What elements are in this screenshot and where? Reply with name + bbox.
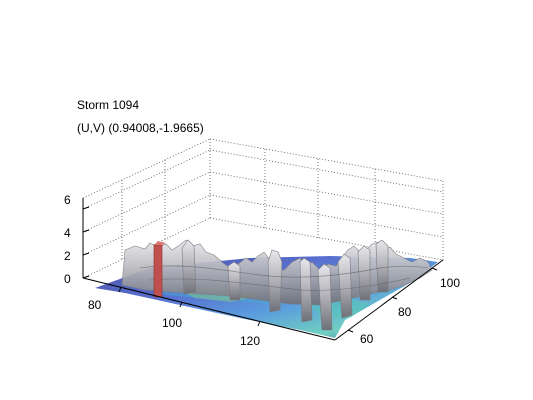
x-tick-label: 80: [88, 298, 102, 312]
grid-lines: [82, 138, 444, 279]
y-tick-label: 60: [360, 332, 374, 346]
x-tick-label: 100: [162, 316, 182, 330]
storm-marker: [153, 241, 166, 298]
z-tick-label: 2: [64, 249, 71, 263]
y-axis: [347, 267, 438, 333]
chart-title: Storm 1094: [77, 98, 140, 112]
chart-subtitle: (U,V) (0.94008,-1.9665): [77, 121, 204, 135]
x-tick-label: 120: [240, 334, 260, 348]
x-axis: [118, 286, 261, 327]
axes-lines: [82, 198, 444, 341]
z-tick-label: 6: [64, 193, 71, 207]
z-axis: [82, 206, 90, 279]
surface: [121, 239, 433, 331]
z-tick-label: 4: [64, 226, 71, 240]
y-tick-label: 80: [398, 305, 412, 319]
y-tick-label: 100: [440, 276, 460, 290]
z-tick-label: 0: [64, 272, 71, 286]
